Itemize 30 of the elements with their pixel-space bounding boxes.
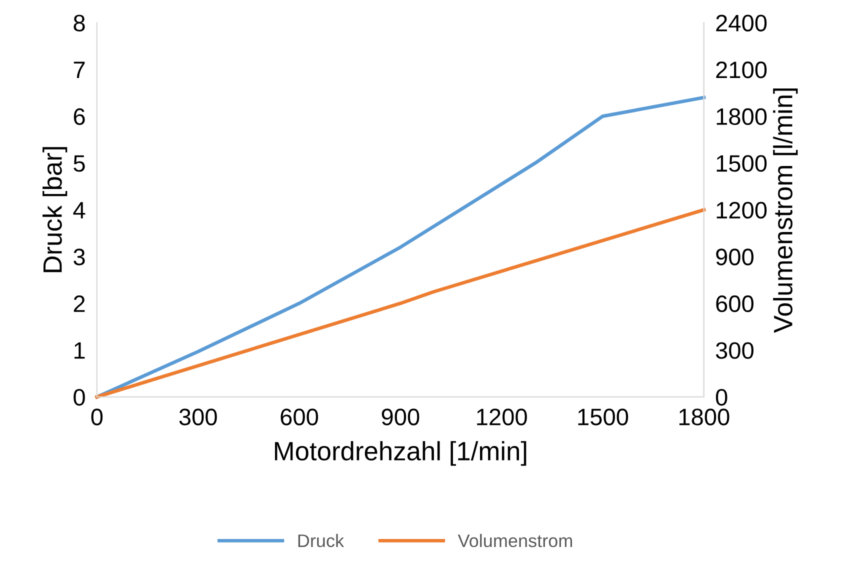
y2-tick-label: 900 bbox=[716, 248, 754, 266]
y-axis-title: Druck [bar] bbox=[42, 147, 68, 272]
x-tick-label: 1500 bbox=[578, 408, 628, 426]
y-tick-label: 2 bbox=[74, 295, 85, 312]
y2-tick-label: 2400 bbox=[716, 14, 767, 32]
x-tick-label: 0 bbox=[91, 408, 103, 426]
legend-label: Druck bbox=[298, 534, 344, 548]
y-tick-label: 1 bbox=[74, 342, 85, 359]
x-tick-label: 1800 bbox=[679, 408, 730, 426]
y2-tick-label: 600 bbox=[716, 295, 754, 312]
y-tick-label: 4 bbox=[73, 202, 86, 218]
y2-axis-title: Volumenstrom [l/min] bbox=[773, 88, 798, 333]
y-tick-label: 6 bbox=[74, 108, 85, 126]
y-tick-label: 0 bbox=[74, 388, 85, 406]
legend-label: Volumenstrom bbox=[458, 534, 572, 548]
y2-tick-label: 1800 bbox=[716, 108, 767, 126]
y-tick-label: 5 bbox=[74, 155, 85, 172]
x-tick-label: 1200 bbox=[477, 408, 527, 426]
y2-tick-label: 1500 bbox=[716, 155, 767, 172]
y-tick-label: 8 bbox=[74, 14, 85, 32]
y2-tick-label: 0 bbox=[716, 388, 728, 406]
y2-tick-label: 300 bbox=[716, 342, 754, 359]
x-axis-title: Motordrehzahl [1/min] bbox=[274, 441, 526, 466]
x-tick-label: 300 bbox=[179, 408, 217, 426]
x-tick-label: 900 bbox=[382, 408, 420, 426]
y-tick-label: 7 bbox=[74, 62, 85, 78]
y2-tick-label: 1200 bbox=[716, 202, 767, 219]
x-tick-label: 600 bbox=[280, 408, 318, 426]
y-tick-label: 3 bbox=[74, 248, 85, 266]
y2-tick-label: 2100 bbox=[716, 62, 767, 78]
